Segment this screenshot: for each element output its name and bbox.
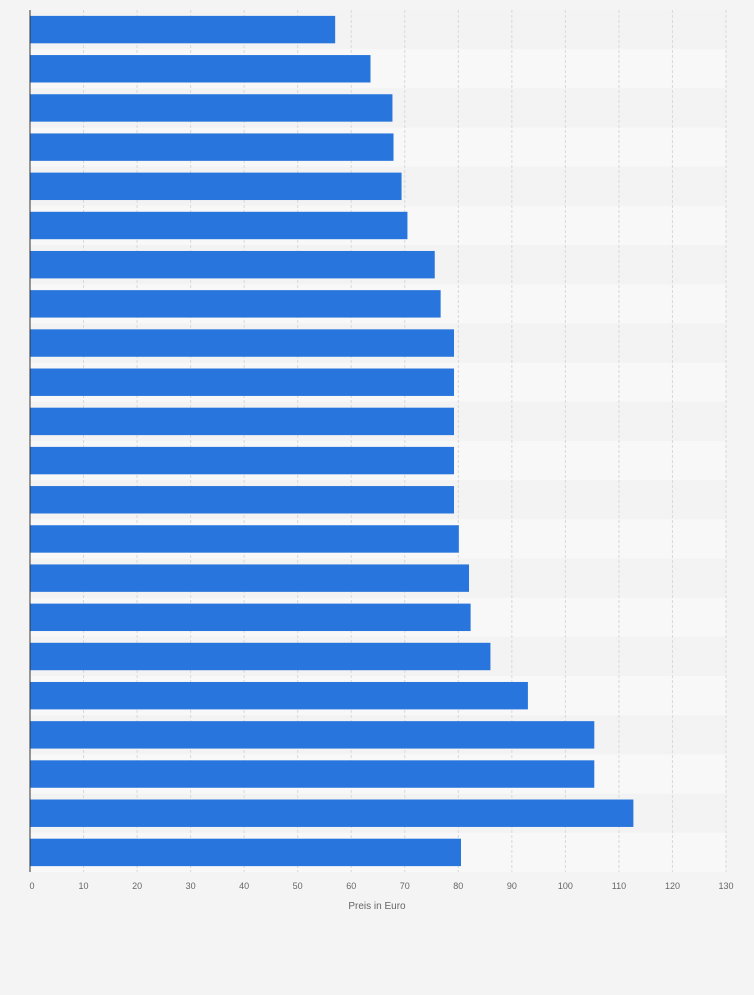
x-tick-label: 70	[400, 881, 410, 891]
x-tick-label: 10	[79, 881, 89, 891]
bars	[30, 15, 634, 867]
bar[interactable]	[30, 721, 595, 749]
x-tick-label: 50	[293, 881, 303, 891]
x-tick-label: 20	[132, 881, 142, 891]
bar[interactable]	[30, 55, 371, 83]
bar[interactable]	[30, 15, 336, 44]
bar[interactable]	[30, 486, 455, 514]
gridlines	[83, 10, 727, 872]
x-tick-label: 90	[507, 881, 517, 891]
bar[interactable]	[30, 642, 491, 671]
bar[interactable]	[30, 172, 402, 201]
x-tick-label: 80	[453, 881, 463, 891]
bar[interactable]	[30, 94, 393, 122]
x-tick-label: 130	[718, 881, 733, 891]
bar[interactable]	[30, 290, 441, 318]
x-tick-label: 0	[29, 881, 34, 891]
x-tick-labels: 0 10 20 30 40 50 60 70 80 90 100 110 120 130	[29, 881, 733, 891]
bar[interactable]	[30, 799, 634, 827]
bar[interactable]	[30, 133, 394, 161]
bar[interactable]	[30, 838, 461, 867]
bar[interactable]	[30, 681, 528, 710]
x-tick-label: 30	[186, 881, 196, 891]
bar[interactable]	[30, 446, 455, 475]
bar[interactable]	[30, 329, 455, 357]
x-tick-label: 60	[346, 881, 356, 891]
x-axis-label: Preis in Euro	[348, 901, 406, 912]
bar[interactable]	[30, 250, 435, 279]
x-tick-label: 100	[558, 881, 573, 891]
bar[interactable]	[30, 525, 459, 553]
bar[interactable]	[30, 603, 471, 632]
bar[interactable]	[30, 760, 595, 788]
bar[interactable]	[30, 564, 470, 592]
x-tick-label: 120	[665, 881, 680, 891]
bar[interactable]	[30, 211, 408, 240]
bar[interactable]	[30, 407, 455, 436]
x-tick-label: 110	[612, 881, 626, 891]
bar[interactable]	[30, 368, 455, 396]
x-tick-label: 40	[239, 881, 249, 891]
